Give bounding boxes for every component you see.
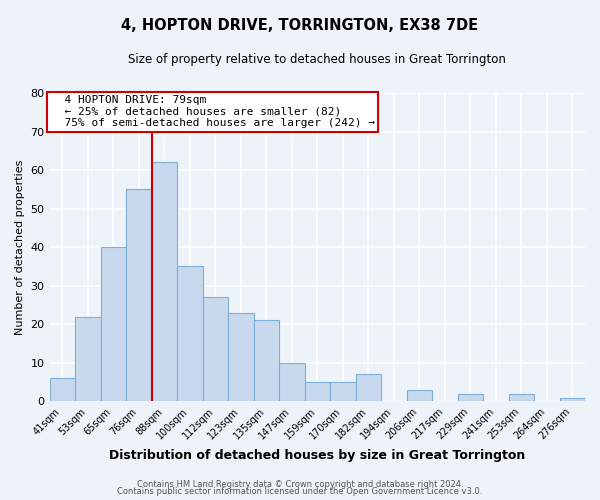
Text: Contains HM Land Registry data © Crown copyright and database right 2024.: Contains HM Land Registry data © Crown c… <box>137 480 463 489</box>
Text: Contains public sector information licensed under the Open Government Licence v3: Contains public sector information licen… <box>118 488 482 496</box>
Bar <box>152 162 177 402</box>
Bar <box>330 382 356 402</box>
Bar <box>305 382 330 402</box>
Bar <box>203 298 228 402</box>
Bar <box>75 316 101 402</box>
X-axis label: Distribution of detached houses by size in Great Torrington: Distribution of detached houses by size … <box>109 450 526 462</box>
Title: Size of property relative to detached houses in Great Torrington: Size of property relative to detached ho… <box>128 52 506 66</box>
Bar <box>356 374 381 402</box>
Bar <box>279 363 305 402</box>
Bar <box>177 266 203 402</box>
Bar <box>560 398 585 402</box>
Text: 4 HOPTON DRIVE: 79sqm
  ← 25% of detached houses are smaller (82)
  75% of semi-: 4 HOPTON DRIVE: 79sqm ← 25% of detached … <box>51 95 375 128</box>
Text: 4, HOPTON DRIVE, TORRINGTON, EX38 7DE: 4, HOPTON DRIVE, TORRINGTON, EX38 7DE <box>121 18 479 32</box>
Bar <box>50 378 75 402</box>
Bar <box>254 320 279 402</box>
Bar <box>228 312 254 402</box>
Bar <box>126 190 152 402</box>
Bar <box>458 394 483 402</box>
Y-axis label: Number of detached properties: Number of detached properties <box>15 160 25 335</box>
Bar <box>407 390 432 402</box>
Bar <box>101 247 126 402</box>
Bar <box>509 394 534 402</box>
